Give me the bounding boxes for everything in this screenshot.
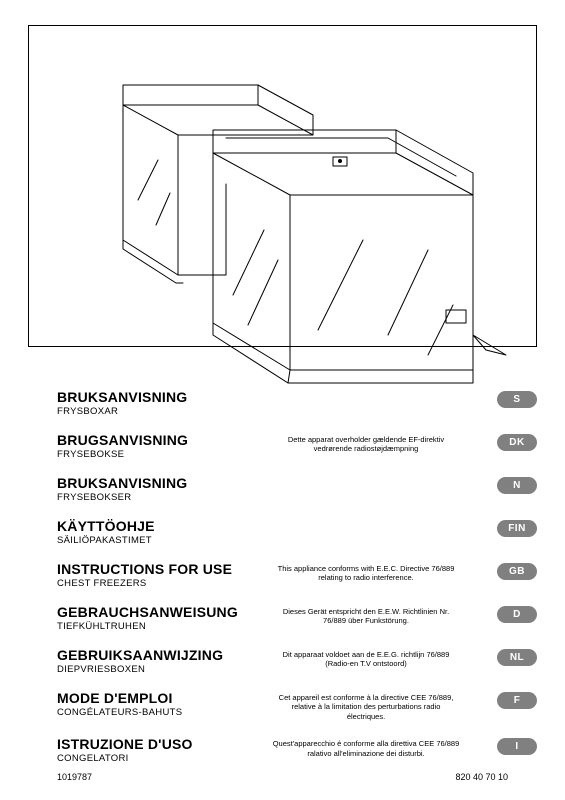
language-subtitle: CHEST FREEZERS <box>57 578 272 589</box>
language-note: Dieses Gerät entspricht den E.E.W. Richt… <box>272 604 460 626</box>
language-row: BRUKSANVISNINGFRYSBOXAR S <box>57 389 537 417</box>
language-subtitle: FRYSEBOKSE <box>57 449 272 460</box>
language-badge: D <box>497 606 537 623</box>
language-left: BRUKSANVISNINGFRYSEBOKSER <box>57 475 272 503</box>
language-left: MODE D'EMPLOICONGÉLATEURS-BAHUTS <box>57 690 272 718</box>
language-badge: NL <box>497 649 537 666</box>
language-note: Quest'apparecchio é conforme alla dirett… <box>272 736 460 758</box>
language-title: GEBRAUCHSANWEISUNG <box>57 604 272 620</box>
footer-left-code: 1019787 <box>57 772 92 782</box>
language-row: BRUGSANVISNINGFRYSEBOKSEDette apparat ov… <box>57 432 537 460</box>
language-left: GEBRAUCHSANWEISUNGTIEFKÜHLTRUHEN <box>57 604 272 632</box>
footer: 1019787 820 40 70 10 <box>57 772 508 782</box>
language-subtitle: SÄILIÖPAKASTIMET <box>57 535 272 546</box>
language-list: BRUKSANVISNINGFRYSBOXARSBRUGSANVISNINGFR… <box>57 389 537 779</box>
language-badge: GB <box>497 563 537 580</box>
language-note: Cet appareil est conforme à la directive… <box>272 690 460 721</box>
language-badge: I <box>497 738 537 755</box>
language-subtitle: DIEPVRIESBOXEN <box>57 664 272 675</box>
language-note: This appliance conforms with E.E.C. Dire… <box>272 561 460 583</box>
language-title: KÄYTTÖOHJE <box>57 518 272 534</box>
language-subtitle: FRYSEBOKSER <box>57 492 272 503</box>
language-note: Dit apparaat voldoet aan de E.E.G. richt… <box>272 647 460 669</box>
language-subtitle: FRYSBOXAR <box>57 406 272 417</box>
language-badge: DK <box>497 434 537 451</box>
language-left: BRUGSANVISNINGFRYSEBOKSE <box>57 432 272 460</box>
language-title: BRUGSANVISNING <box>57 432 272 448</box>
language-left: INSTRUCTIONS FOR USECHEST FREEZERS <box>57 561 272 589</box>
language-row: GEBRAUCHSANWEISUNGTIEFKÜHLTRUHENDieses G… <box>57 604 537 632</box>
language-badge: FIN <box>497 520 537 537</box>
language-row: INSTRUCTIONS FOR USECHEST FREEZERSThis a… <box>57 561 537 589</box>
language-title: BRUKSANVISNING <box>57 389 272 405</box>
language-subtitle: TIEFKÜHLTRUHEN <box>57 621 272 632</box>
language-left: BRUKSANVISNINGFRYSBOXAR <box>57 389 272 417</box>
language-left: ISTRUZIONE D'USOCONGELATORI <box>57 736 272 764</box>
language-row: ISTRUZIONE D'USOCONGELATORIQuest'apparec… <box>57 736 537 764</box>
language-title: BRUKSANVISNING <box>57 475 272 491</box>
language-row: GEBRUIKSAANWIJZINGDIEPVRIESBOXENDit appa… <box>57 647 537 675</box>
language-note <box>272 518 460 521</box>
language-title: ISTRUZIONE D'USO <box>57 736 272 752</box>
language-badge: N <box>497 477 537 494</box>
language-title: MODE D'EMPLOI <box>57 690 272 706</box>
language-note <box>272 389 460 392</box>
chest-freezers-illustration <box>28 25 537 385</box>
footer-right-code: 820 40 70 10 <box>455 772 508 782</box>
language-left: GEBRUIKSAANWIJZINGDIEPVRIESBOXEN <box>57 647 272 675</box>
language-left: KÄYTTÖOHJESÄILIÖPAKASTIMET <box>57 518 272 546</box>
language-subtitle: CONGÉLATEURS-BAHUTS <box>57 707 272 718</box>
language-row: KÄYTTÖOHJESÄILIÖPAKASTIMET FIN <box>57 518 537 546</box>
language-note <box>272 475 460 478</box>
language-subtitle: CONGELATORI <box>57 753 272 764</box>
language-note: Dette apparat overholder gældende EF-dir… <box>272 432 460 454</box>
language-badge: S <box>497 391 537 408</box>
language-title: GEBRUIKSAANWIJZING <box>57 647 272 663</box>
language-badge: F <box>497 692 537 709</box>
language-row: BRUKSANVISNINGFRYSEBOKSER N <box>57 475 537 503</box>
language-row: MODE D'EMPLOICONGÉLATEURS-BAHUTSCet appa… <box>57 690 537 721</box>
language-title: INSTRUCTIONS FOR USE <box>57 561 272 577</box>
